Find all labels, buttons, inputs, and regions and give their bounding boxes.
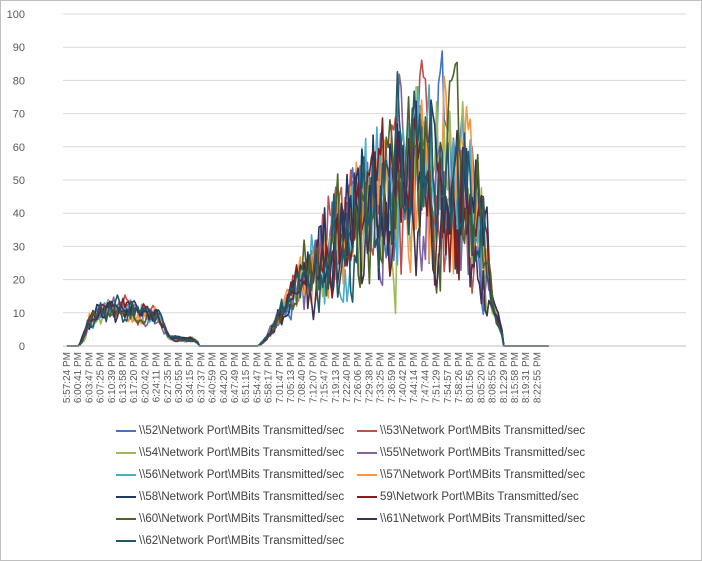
y-tick-label: 0	[19, 341, 25, 353]
gridlines	[63, 13, 686, 314]
y-tick-label: 60	[13, 142, 25, 154]
x-tick-label: 8:22:55 PM	[532, 352, 543, 403]
x-tick-label: 7:36:59 PM	[387, 352, 398, 403]
x-tick-label: 6:17:20 PM	[129, 352, 140, 403]
y-tick-label: 40	[13, 208, 25, 220]
x-tick-label: 7:54:57 PM	[443, 352, 454, 403]
x-tick-label: 8:01:56 PM	[465, 352, 476, 403]
y-tick-label: 30	[13, 241, 25, 253]
x-tick-label: 7:58:26 PM	[454, 352, 465, 403]
x-tick-label: 8:15:58 PM	[510, 352, 521, 403]
series-lines	[67, 50, 549, 347]
y-tick-label: 50	[13, 175, 25, 187]
x-tick-label: 8:05:20 PM	[476, 352, 487, 403]
x-tick-label: 7:05:13 PM	[286, 352, 297, 403]
y-tick-label: 80	[13, 75, 25, 87]
series-line	[67, 71, 549, 347]
x-tick-label: 6:20:42 PM	[140, 352, 151, 403]
x-tick-label: 7:12:07 PM	[308, 352, 319, 403]
x-tick-label: 6:54:47 PM	[252, 352, 263, 403]
y-tick-label: 70	[13, 109, 25, 121]
x-tick-labels: 5:57:24 PM 6:00:41 PM 6:03:47 PM 6:07:25 PM…	[62, 352, 543, 403]
x-tick-label: 7:26:06 PM	[353, 352, 364, 403]
y-tick-label: 20	[13, 275, 25, 287]
x-tick-label: 7:44:14 PM	[409, 352, 420, 403]
x-tick-label: 6:27:35 PM	[163, 352, 174, 403]
x-tick-label: 7:01:47 PM	[275, 352, 286, 403]
x-tick-label: 7:33:25 PM	[376, 352, 387, 403]
x-tick-label: 6:37:37 PM	[196, 352, 207, 403]
x-tick-label: 6:58:17 PM	[264, 352, 275, 403]
x-tick-label: 7:08:40 PM	[297, 352, 308, 403]
x-tick-label: 6:47:49 PM	[230, 352, 241, 403]
x-tick-label: 6:07:25 PM	[96, 352, 107, 403]
x-tick-label: 7:19:13 PM	[331, 352, 342, 403]
x-tick-label: 8:12:29 PM	[499, 352, 510, 403]
x-tick-label: 8:08:55 PM	[488, 352, 499, 403]
y-tick-label: 100	[7, 9, 25, 21]
x-tick-label: 6:30:55 PM	[174, 352, 185, 403]
x-tick-label: 6:00:41 PM	[73, 352, 84, 403]
x-tick-label: 6:13:58 PM	[118, 352, 129, 403]
x-tick-label: 7:29:38 PM	[364, 352, 375, 403]
x-tick-label: 7:15:47 PM	[320, 352, 331, 403]
x-tick-label: 8:19:31 PM	[521, 352, 532, 403]
x-tick-label: 6:10:39 PM	[107, 352, 118, 403]
x-tick-label: 6:03:47 PM	[84, 352, 95, 403]
x-tick-label: 6:34:15 PM	[185, 352, 196, 403]
series-line	[67, 129, 549, 347]
x-tick-label: 7:40:42 PM	[398, 352, 409, 403]
y-tick-label: 10	[13, 308, 25, 320]
y-tick-label: 90	[13, 42, 25, 54]
x-tick-label: 6:40:59 PM	[208, 352, 219, 403]
x-tick-label: 6:51:15 PM	[241, 352, 252, 403]
x-tick-label: 7:22:40 PM	[342, 352, 353, 403]
x-tick-label: 7:51:29 PM	[432, 352, 443, 403]
x-tick-label: 6:44:20 PM	[219, 352, 230, 403]
x-tick-label: 7:47:44 PM	[420, 352, 431, 403]
x-tick-label: 6:24:11 PM	[152, 352, 163, 402]
x-tick-label: 5:57:24 PM	[62, 352, 73, 403]
